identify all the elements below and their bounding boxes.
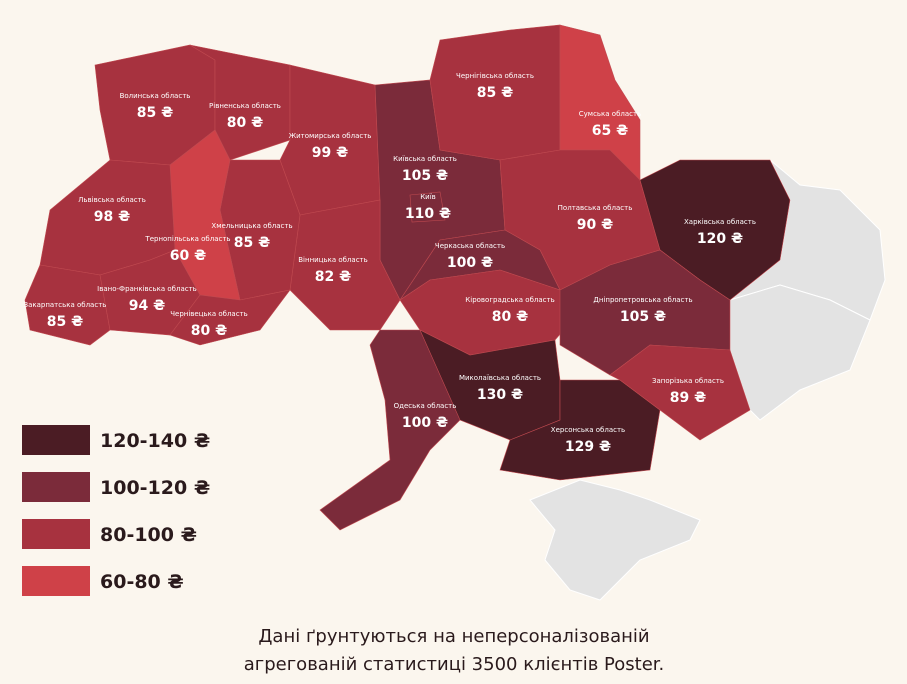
region-price: 129 ₴: [565, 439, 611, 455]
region-price: 85 ₴: [477, 85, 513, 101]
legend-label: 120-140 ₴: [100, 430, 210, 452]
region-price: 80 ₴: [492, 309, 528, 325]
occupied-areas: [529, 159, 886, 601]
region-name: Полтавська область: [558, 204, 633, 212]
region: [559, 249, 731, 376]
region-name: Рівненська область: [209, 102, 281, 110]
region: [279, 64, 381, 216]
region-price: 85 ₴: [234, 235, 270, 251]
region-name: Київська область: [393, 155, 457, 163]
region-price: 80 ₴: [191, 323, 227, 339]
region-name: Київ: [420, 193, 436, 201]
legend: 120-140 ₴ 100-120 ₴ 80-100 ₴ 60-80 ₴: [22, 425, 210, 596]
region-name: Харківська область: [684, 218, 756, 226]
region-name: Тернопільська область: [144, 235, 230, 243]
region-name: Херсонська область: [551, 426, 625, 434]
footer-line: Дані ґрунтуються на неперсоналізованій: [258, 626, 649, 647]
region-name: Сумська область: [579, 110, 641, 118]
region-name: Кіровоградська область: [465, 296, 554, 304]
region-price: 105 ₴: [620, 309, 666, 325]
footer-line: агрегованій статистиці 3500 клієнтів Pos…: [244, 654, 665, 675]
region-name: Хмельницька область: [211, 222, 292, 230]
region-name: Запорізька область: [652, 377, 724, 385]
region-name: Чернівецька область: [170, 310, 248, 318]
region-price: 82 ₴: [315, 269, 351, 285]
legend-label: 100-120 ₴: [100, 477, 210, 499]
region-price: 85 ₴: [137, 105, 173, 121]
region-name: Дніпропетровська область: [593, 296, 692, 304]
crimea: [529, 479, 701, 601]
region-price: 100 ₴: [402, 415, 448, 431]
region-name: Черкаська область: [435, 242, 505, 250]
regions: Волинська область 85 ₴ Рівненська область 8…: [24, 24, 791, 531]
region: [289, 199, 401, 331]
region-price: 99 ₴: [312, 145, 348, 161]
legend-swatch: [22, 425, 90, 455]
region-price: 94 ₴: [129, 298, 165, 314]
region-name: Волинська область: [120, 92, 191, 100]
region-price: 110 ₴: [405, 206, 451, 222]
region-name: Івано-Франківська область: [97, 285, 197, 293]
region: [609, 344, 751, 441]
region-name: Миколаївська область: [459, 374, 541, 382]
region-price: 85 ₴: [47, 314, 83, 330]
region-name: Одеська область: [394, 402, 457, 410]
region-price: 120 ₴: [697, 231, 743, 247]
region: [409, 191, 446, 223]
legend-label: 60-80 ₴: [100, 571, 184, 593]
legend-swatch: [22, 566, 90, 596]
region-name: Вінницька область: [298, 256, 368, 264]
region-price: 100 ₴: [447, 255, 493, 271]
region-name: Закарпатська область: [24, 301, 107, 309]
region-price: 89 ₴: [670, 390, 706, 406]
region-name: Львівська область: [78, 196, 146, 204]
region-price: 105 ₴: [402, 168, 448, 184]
region: [169, 289, 291, 346]
legend-label: 80-100 ₴: [100, 524, 197, 546]
region-price: 60 ₴: [170, 248, 206, 264]
legend-swatch: [22, 519, 90, 549]
region-price: 65 ₴: [592, 123, 628, 139]
region-price: 90 ₴: [577, 217, 613, 233]
region-price: 98 ₴: [94, 209, 130, 225]
region-price: 130 ₴: [477, 387, 523, 403]
region-price: 80 ₴: [227, 115, 263, 131]
legend-swatch: [22, 472, 90, 502]
region-name: Житомирська область: [289, 132, 372, 140]
region-name: Чернігівська область: [456, 72, 534, 80]
